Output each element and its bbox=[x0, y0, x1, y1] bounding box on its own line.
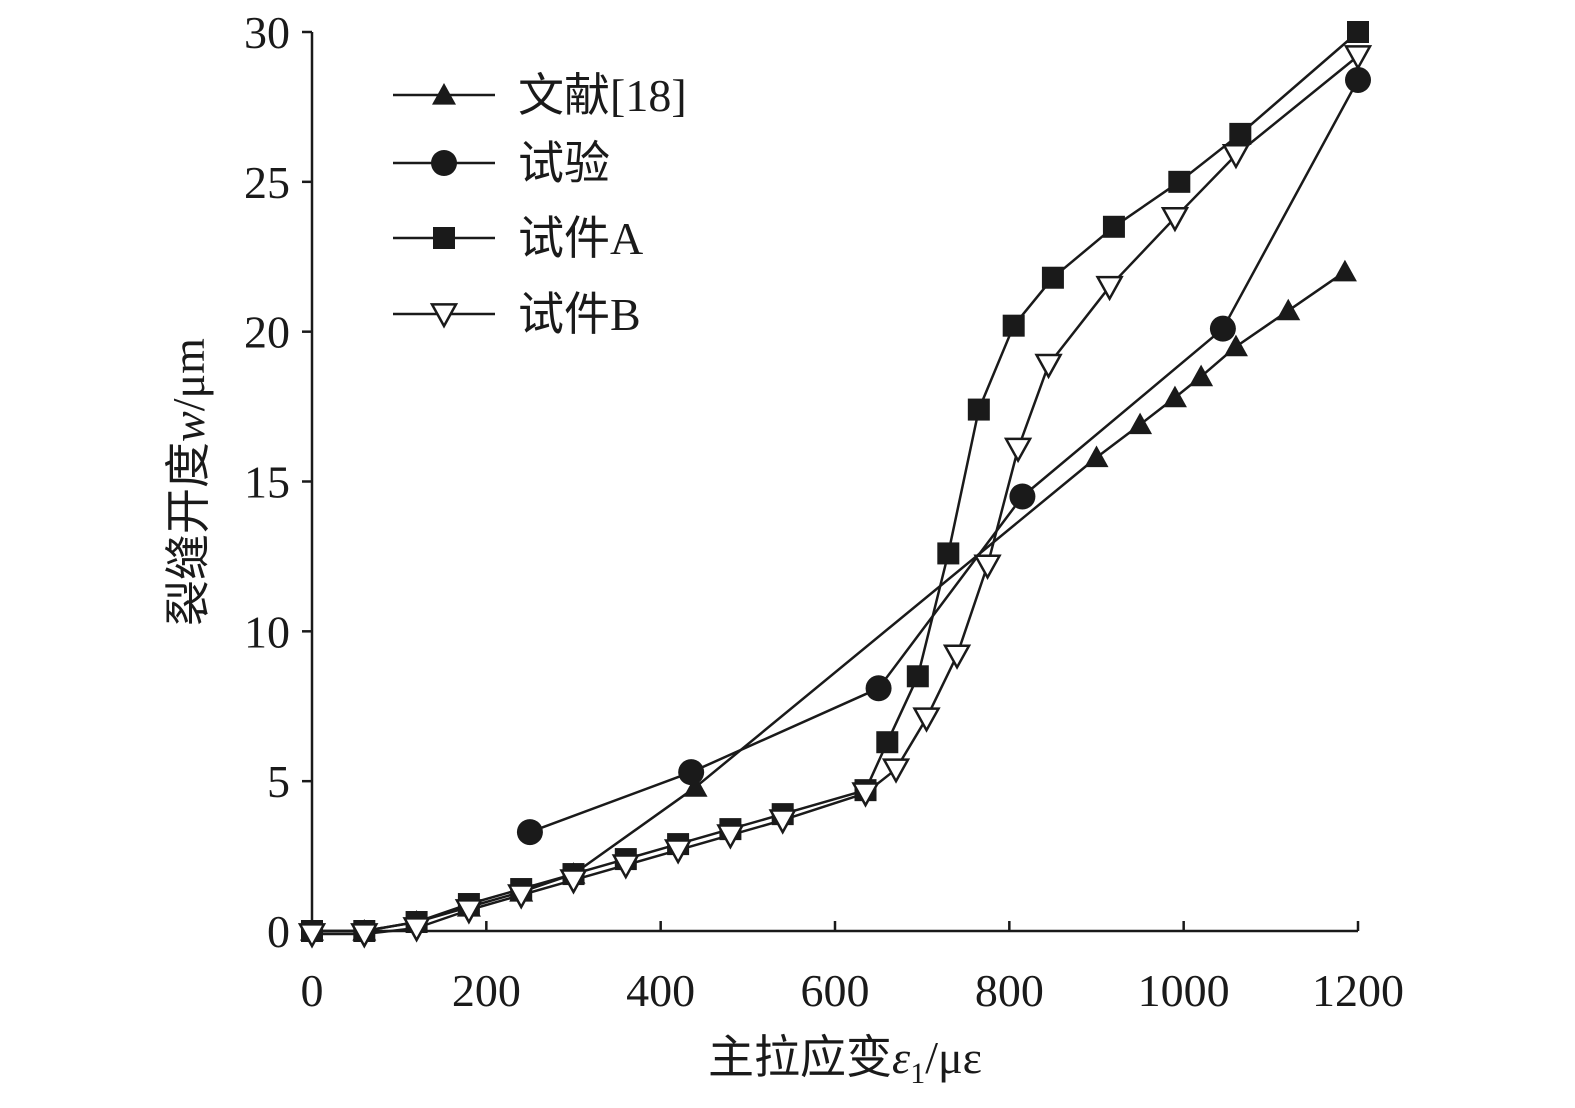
point-marker-triangle-down bbox=[1343, 45, 1373, 71]
series-line bbox=[312, 31, 1359, 933]
point-marker-triangle-up bbox=[1332, 259, 1357, 282]
x-axis-title-subscript: 1 bbox=[910, 1057, 925, 1090]
x-tick-label: 0 bbox=[301, 965, 324, 1016]
x-axis-title-unit: /με bbox=[925, 1032, 982, 1083]
point-marker-circle bbox=[678, 759, 705, 786]
point-marker-triangle-down bbox=[881, 758, 911, 784]
point-marker-triangle-down bbox=[454, 899, 484, 925]
point-marker-circle bbox=[1009, 483, 1036, 510]
point-marker-square bbox=[1229, 122, 1252, 145]
point-marker-triangle-down bbox=[297, 923, 327, 949]
point-marker-triangle-down bbox=[912, 707, 941, 733]
y-tick-label: 30 bbox=[244, 7, 290, 58]
x-tick-label: 800 bbox=[975, 965, 1044, 1016]
point-marker-triangle-up bbox=[683, 775, 708, 797]
point-marker-triangle-up bbox=[1162, 385, 1187, 408]
y-tick-label: 20 bbox=[244, 307, 290, 358]
point-marker-circle bbox=[1345, 66, 1371, 93]
point-marker-square bbox=[937, 542, 960, 565]
x-axis-title-symbol: ε bbox=[892, 1032, 911, 1083]
series-4 bbox=[297, 45, 1373, 949]
point-marker-triangle-down bbox=[973, 554, 1002, 580]
point-marker-triangle-down bbox=[716, 824, 745, 850]
point-marker-triangle-down bbox=[663, 839, 693, 865]
y-axis-title: 裂缝开度w/μm bbox=[163, 338, 214, 626]
point-marker-circle bbox=[431, 150, 457, 176]
legend-item-4: 试件B bbox=[393, 289, 641, 340]
point-marker-triangle-down bbox=[942, 644, 972, 670]
x-tick-label: 1000 bbox=[1138, 965, 1230, 1016]
point-marker-triangle-up bbox=[1276, 298, 1301, 321]
y-axis-title-text: 裂缝开度 bbox=[163, 442, 214, 626]
legend-label: 试件A bbox=[518, 213, 643, 264]
point-marker-square bbox=[1002, 314, 1025, 337]
point-marker-square bbox=[876, 731, 899, 754]
axes: 0 200 400 600 800 1000 1200 0 5 10 15 20 25 30 bbox=[244, 7, 1404, 1016]
legend-item-1: 文献[18] bbox=[393, 70, 687, 121]
point-marker-triangle-down bbox=[1034, 353, 1063, 380]
point-marker-square bbox=[967, 398, 990, 421]
y-axis-title-symbol: w bbox=[163, 411, 214, 442]
point-marker-square bbox=[1041, 266, 1064, 289]
legend-item-3: 试件A bbox=[393, 213, 643, 264]
point-marker-triangle-down bbox=[350, 923, 379, 949]
point-marker-square bbox=[906, 665, 929, 688]
point-marker-triangle-down bbox=[507, 884, 536, 910]
point-marker-square bbox=[433, 227, 455, 249]
x-axis-title-text: 主拉应变 bbox=[708, 1032, 892, 1083]
point-marker-triangle-down bbox=[768, 809, 797, 835]
legend-label: 试件B bbox=[518, 289, 641, 340]
y-tick-label: 5 bbox=[267, 756, 290, 807]
point-marker-triangle-down bbox=[611, 854, 640, 880]
point-marker-square bbox=[1347, 21, 1369, 43]
point-marker-square bbox=[1102, 215, 1125, 238]
series-line bbox=[529, 79, 1360, 834]
x-tick-label: 400 bbox=[626, 965, 695, 1016]
x-tick-label: 200 bbox=[452, 965, 521, 1016]
series-1 bbox=[300, 259, 1357, 941]
legend-item-2: 试验 bbox=[393, 138, 610, 189]
series-line bbox=[312, 55, 1359, 936]
point-marker-triangle-down bbox=[851, 782, 880, 808]
y-tick-label: 15 bbox=[244, 457, 290, 508]
point-marker-triangle-up bbox=[1084, 445, 1109, 468]
point-marker-circle bbox=[516, 819, 543, 846]
point-marker-triangle-down bbox=[1160, 206, 1190, 233]
y-tick-label: 10 bbox=[244, 606, 290, 657]
x-tick-label: 600 bbox=[801, 965, 870, 1016]
point-marker-triangle-up bbox=[1189, 364, 1214, 387]
point-marker-triangle-up bbox=[1223, 334, 1248, 357]
point-marker-triangle-down bbox=[1221, 144, 1251, 170]
point-marker-triangle-up bbox=[1128, 412, 1153, 435]
series-2 bbox=[516, 66, 1371, 846]
point-marker-circle bbox=[865, 675, 892, 702]
point-marker-triangle-up bbox=[432, 83, 456, 105]
legend-label: 试验 bbox=[518, 138, 610, 189]
point-marker-triangle-down bbox=[429, 303, 459, 329]
point-marker-triangle-down bbox=[402, 917, 431, 943]
y-axis-title-unit: /μm bbox=[163, 338, 214, 411]
point-marker-triangle-down bbox=[559, 869, 588, 895]
point-marker-circle bbox=[1209, 315, 1236, 342]
point-marker-square bbox=[1168, 170, 1191, 193]
y-tick-label: 0 bbox=[267, 906, 290, 957]
point-marker-triangle-down bbox=[1003, 437, 1033, 464]
legend-label: 文献[18] bbox=[518, 70, 687, 121]
series-layer bbox=[297, 21, 1373, 949]
y-tick-label: 25 bbox=[244, 157, 290, 208]
x-axis-title: 主拉应变ε1/με bbox=[708, 1032, 982, 1090]
point-marker-triangle-down bbox=[1095, 275, 1124, 302]
x-tick-label: 1200 bbox=[1312, 965, 1404, 1016]
series-line bbox=[312, 270, 1346, 933]
